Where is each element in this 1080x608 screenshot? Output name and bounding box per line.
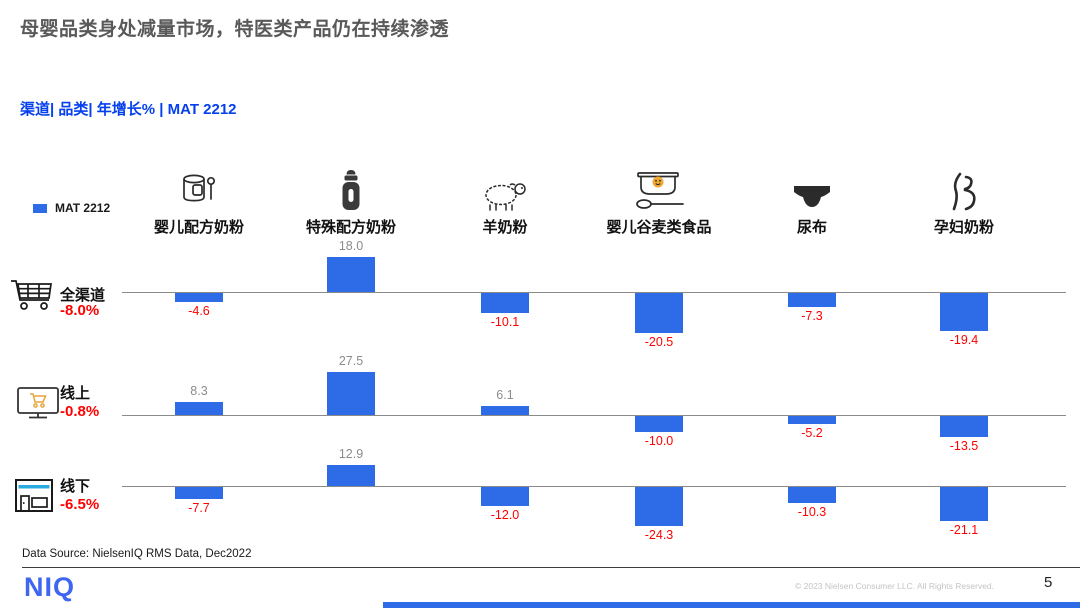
bar [788, 487, 836, 503]
bar [940, 487, 988, 521]
bar-value-label: 18.0 [338, 239, 364, 253]
bar-value-label: -7.3 [801, 309, 823, 323]
bar [788, 293, 836, 307]
cereal-bowl-icon [583, 166, 735, 212]
bar [788, 416, 836, 424]
copyright-text: © 2023 Nielsen Consumer LLC. All Rights … [795, 581, 995, 591]
category-label: 尿布 [796, 219, 827, 236]
legend-label: MAT 2212 [55, 201, 111, 215]
niq-logo: NIQ [24, 572, 76, 602]
bar-value-label: -10.1 [490, 315, 520, 329]
bar-value-label: 27.5 [338, 354, 364, 368]
bar-value-label: 6.1 [496, 388, 514, 402]
bar [940, 416, 988, 437]
page-title: 母婴品类身处减量市场，特医类产品仍在持续渗透 [20, 19, 450, 40]
category-label: 孕妇奶粉 [933, 219, 994, 236]
footer-divider [22, 567, 1080, 568]
sheep-icon [429, 166, 581, 212]
page-number: 5 [1044, 574, 1053, 591]
channel-name: 线上 [60, 385, 91, 402]
bar [175, 487, 223, 499]
bar [481, 487, 529, 506]
channel-total-growth: -6.5% [60, 496, 100, 513]
legend: MAT 2212 [33, 201, 110, 215]
bar-value-label: -21.1 [949, 523, 979, 537]
bar-value-label: -13.5 [949, 439, 979, 453]
bar-value-label: -7.7 [188, 501, 210, 515]
channel-total-growth: -8.0% [60, 302, 100, 319]
baseline-axis [122, 486, 1066, 487]
bar [175, 402, 223, 415]
category-label: 特殊配方奶粉 [305, 219, 396, 236]
pregnant-woman-icon [888, 166, 1040, 212]
category-column-header: 特殊配方奶粉 [275, 166, 427, 237]
category-column-header: 尿布 [736, 166, 888, 237]
bar [327, 257, 375, 292]
bar [635, 293, 683, 333]
bar-value-label: 8.3 [190, 384, 208, 398]
category-label: 婴儿配方奶粉 [153, 219, 244, 236]
bar-value-label: -10.3 [797, 505, 827, 519]
bar-value-label: -12.0 [490, 508, 520, 522]
baseline-axis [122, 415, 1066, 416]
data-source-text: Data Source: NielsenIQ RMS Data, Dec2022 [22, 548, 252, 560]
bar [481, 406, 529, 415]
category-column-header: 婴儿谷麦类食品 [583, 166, 735, 237]
category-column-header: 孕妇奶粉 [888, 166, 1040, 237]
bar [635, 416, 683, 432]
bar-value-label: -24.3 [644, 528, 674, 542]
diaper-icon [736, 166, 888, 212]
formula-can-icon [123, 166, 275, 212]
cart-icon [10, 277, 56, 317]
bar-value-label: 12.9 [338, 447, 364, 461]
bar [327, 465, 375, 486]
bar-value-label: -19.4 [949, 333, 979, 347]
bar-value-label: -5.2 [801, 426, 823, 440]
channel-total-growth: -0.8% [60, 403, 100, 420]
bottom-accent-bar [383, 602, 1080, 608]
bar-value-label: -4.6 [188, 304, 210, 318]
bar [327, 372, 375, 415]
channel-name: 线下 [60, 478, 91, 495]
channel-name: 全渠道 [60, 287, 106, 304]
bar [940, 293, 988, 331]
online-store-icon [16, 386, 60, 425]
bar [175, 293, 223, 302]
baby-bottle-icon [275, 166, 427, 212]
category-column-header: 羊奶粉 [429, 166, 581, 237]
bar-value-label: -20.5 [644, 335, 674, 349]
category-label: 婴儿谷麦类食品 [606, 219, 712, 236]
category-label: 羊奶粉 [482, 219, 528, 236]
bar [635, 487, 683, 526]
bar-value-label: -10.0 [644, 434, 674, 448]
store-icon [14, 478, 54, 520]
bar [481, 293, 529, 313]
category-column-header: 婴儿配方奶粉 [123, 166, 275, 237]
chart-subtitle: 渠道| 品类| 年增长% | MAT 2212 [20, 101, 237, 118]
baseline-axis [122, 292, 1066, 293]
legend-swatch [33, 203, 47, 213]
